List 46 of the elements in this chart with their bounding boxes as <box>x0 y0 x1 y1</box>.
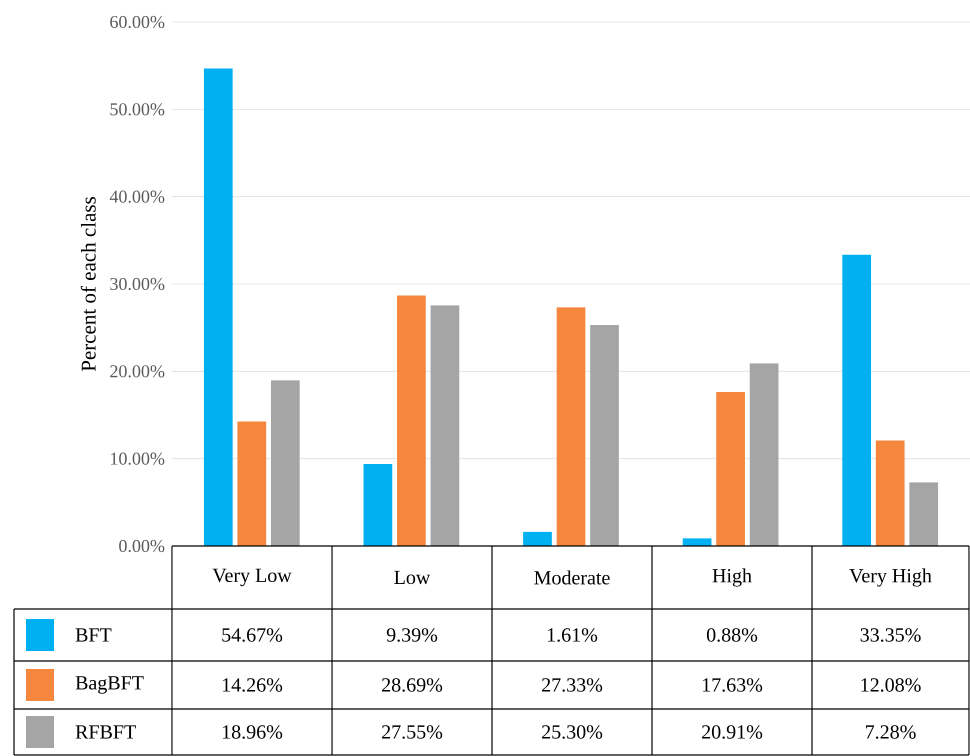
bar <box>682 538 712 546</box>
data-label: 12.08% <box>861 678 921 692</box>
data-label: 18.96% <box>222 725 282 739</box>
legend-label: BFT <box>76 628 112 642</box>
legend-label: BagBFT <box>76 676 144 694</box>
bar <box>876 440 905 546</box>
bar <box>430 305 460 546</box>
bar <box>590 325 619 546</box>
data-label: 28.69% <box>382 678 442 692</box>
x-tick-label: Moderate <box>534 570 610 585</box>
bar <box>204 68 233 546</box>
y-tick-label: 40.00% <box>110 190 164 203</box>
bar <box>270 380 300 546</box>
y-axis-title: Percent of each class <box>80 197 96 372</box>
data-label: 0.88% <box>706 628 758 642</box>
data-label: 14.26% <box>222 678 282 692</box>
data-label: 9.39% <box>386 628 438 642</box>
x-tick-label: Low <box>394 570 430 584</box>
x-tick-label: Very Low <box>212 568 292 586</box>
y-tick-label: 50.00% <box>110 103 164 116</box>
data-label: 27.33% <box>542 678 602 692</box>
bar <box>364 464 392 546</box>
bar <box>716 392 745 546</box>
data-label: 7.28% <box>866 725 916 739</box>
bar <box>750 363 778 546</box>
bar <box>397 295 426 546</box>
y-tick-label: 30.00% <box>110 278 164 290</box>
bar <box>523 532 552 546</box>
y-tick-label: 10.00% <box>111 452 164 465</box>
bar <box>556 307 586 546</box>
data-label: 20.91% <box>702 725 762 739</box>
y-tick-label: 60.00% <box>110 16 164 28</box>
data-label: 54.67% <box>222 628 282 642</box>
data-label: 33.35% <box>860 628 921 642</box>
bar <box>237 421 266 546</box>
data-label: 25.30% <box>542 725 602 739</box>
data-label: 27.55% <box>382 725 442 739</box>
y-tick-label: 20.00% <box>110 365 164 378</box>
x-tick-label: Very High <box>849 568 932 587</box>
bar <box>842 254 872 546</box>
legend-label: RFBFT <box>76 725 136 739</box>
y-tick-label: 0.00% <box>119 540 164 552</box>
data-label: 17.63% <box>702 678 762 692</box>
x-tick-label: High <box>712 568 752 587</box>
bar <box>909 482 938 546</box>
data-label: 1.61% <box>548 628 598 642</box>
